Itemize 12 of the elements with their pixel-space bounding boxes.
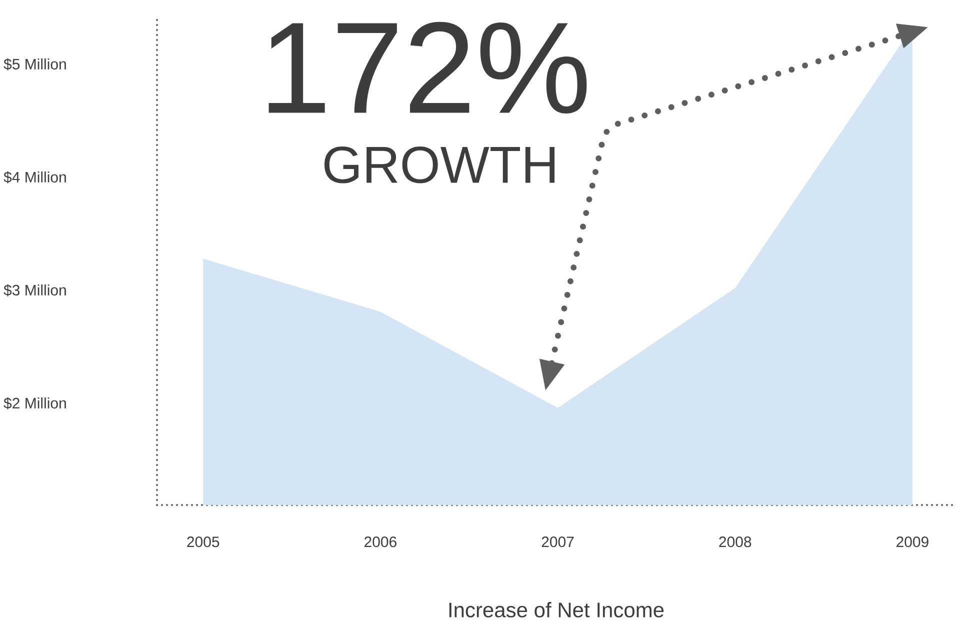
annotation: 172% [268, 22, 587, 114]
x-tick-label: 2006 [364, 536, 396, 548]
annotation: GROWTH [324, 146, 554, 184]
x-tick-label: 2005 [187, 536, 220, 548]
x-axis-title: Increase of Net Income [449, 602, 664, 618]
x-tick-label: 2007 [542, 536, 574, 548]
x-tick-label: 2009 [896, 536, 928, 548]
x-tick-label: 2008 [719, 536, 752, 548]
y-tick-label: $5 Million [4, 58, 66, 70]
y-tick-label: $4 Million [4, 171, 66, 184]
y-tick-label: $3 Million [4, 284, 66, 296]
y-tick-label: $2 Million [4, 397, 66, 410]
